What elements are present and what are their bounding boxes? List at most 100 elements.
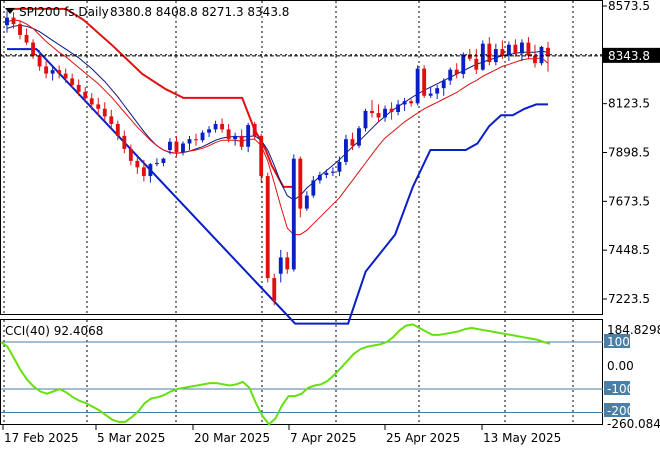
cci-tick-label: -260.0844 bbox=[607, 417, 660, 431]
candle-body bbox=[161, 158, 166, 164]
candle-body bbox=[187, 139, 192, 144]
candle-body bbox=[141, 167, 146, 177]
candle-body bbox=[50, 70, 55, 74]
candle-body bbox=[324, 172, 329, 175]
candle-body bbox=[220, 123, 225, 130]
candle-body bbox=[265, 176, 270, 279]
candle-body bbox=[539, 46, 544, 64]
trailing-stop-bear-line bbox=[7, 7, 296, 188]
candle-body bbox=[454, 69, 459, 75]
candle-body bbox=[396, 104, 401, 113]
candle-body bbox=[467, 54, 472, 59]
cci-line bbox=[0, 323, 551, 426]
triangle-down-icon bbox=[5, 8, 15, 14]
trailing-stop-bull-line bbox=[7, 48, 548, 325]
chart-title: SPI200 fs,Daily bbox=[19, 5, 109, 19]
price-tick-label: 8123.5 bbox=[608, 97, 650, 111]
candle-body bbox=[513, 44, 518, 54]
candle-body bbox=[519, 42, 524, 54]
x-tick-label: 20 Mar 2025 bbox=[194, 431, 270, 445]
candle-body bbox=[11, 17, 16, 25]
cci-panel-frame bbox=[0, 319, 603, 425]
cci-tick-label: -200 bbox=[607, 404, 634, 418]
candle-body bbox=[344, 139, 348, 162]
candle-body bbox=[168, 141, 172, 151]
candle-body bbox=[533, 55, 537, 64]
candle-body bbox=[317, 174, 322, 181]
candle-body bbox=[31, 42, 36, 56]
price-tick-label: 7223.5 bbox=[608, 292, 650, 306]
candle-body bbox=[174, 141, 179, 153]
candle-body bbox=[330, 171, 335, 173]
cci-line-group bbox=[0, 323, 551, 426]
candle-body bbox=[226, 129, 231, 140]
price-tick-label: 7898.5 bbox=[608, 146, 650, 160]
candle-body bbox=[24, 34, 29, 43]
candle-body bbox=[239, 135, 244, 147]
price-tick-label: 7448.5 bbox=[608, 243, 650, 257]
candle-body bbox=[480, 43, 485, 70]
last-price-box bbox=[603, 47, 660, 63]
candle-body bbox=[135, 160, 140, 168]
x-tick-label: 25 Apr 2025 bbox=[386, 431, 460, 445]
cci-level-lines bbox=[1, 341, 603, 413]
candle-body bbox=[363, 110, 368, 129]
cci-tick-label: 184.8298 bbox=[607, 323, 660, 337]
candle-body bbox=[252, 123, 257, 136]
candle-body bbox=[500, 49, 505, 56]
candles bbox=[5, 11, 550, 306]
candle-body bbox=[213, 123, 218, 130]
candle-body bbox=[474, 58, 479, 70]
price-tick-label: 7673.5 bbox=[608, 194, 650, 208]
candle-body bbox=[441, 80, 446, 89]
candle-body bbox=[148, 164, 153, 177]
candle-body bbox=[402, 101, 407, 105]
candle-body bbox=[311, 180, 316, 196]
candle-body bbox=[415, 68, 420, 104]
candle-body bbox=[128, 148, 133, 161]
candle-body bbox=[246, 125, 251, 147]
candle-body bbox=[278, 257, 283, 274]
candle-body bbox=[370, 110, 374, 114]
candle-body bbox=[291, 158, 296, 270]
cci-tick-label: 0.00 bbox=[607, 359, 634, 373]
candle-body bbox=[194, 139, 198, 141]
candle-body bbox=[448, 69, 453, 81]
candle-body bbox=[422, 68, 427, 96]
candle-body bbox=[506, 44, 511, 56]
x-tick-label: 13 May 2025 bbox=[483, 431, 561, 445]
candle-body bbox=[409, 101, 414, 104]
ma-slow-line bbox=[6, 24, 549, 201]
cci-tick-box bbox=[604, 381, 630, 395]
moving-average-lines bbox=[6, 19, 549, 236]
x-axis: 17 Feb 2025 5 Mar 2025 20 Mar 2025 7 Apr 20… bbox=[2, 425, 561, 445]
price-panel-frame bbox=[0, 0, 603, 315]
x-tick-label: 17 Feb 2025 bbox=[4, 431, 79, 445]
candle-body bbox=[357, 128, 361, 146]
price-tick-label: 8573.5 bbox=[608, 0, 650, 13]
candle-body bbox=[89, 98, 94, 105]
candle-body bbox=[154, 163, 159, 165]
trailing-stop-lines bbox=[7, 7, 548, 325]
candle-body bbox=[44, 66, 49, 74]
candle-body bbox=[304, 195, 309, 209]
candle-body bbox=[96, 104, 101, 109]
ohlc-readout: 8380.8 8408.8 8271.3 8343.8 bbox=[110, 5, 289, 19]
candle-body bbox=[181, 143, 185, 153]
vertical-gridlines bbox=[0, 1, 603, 424]
cci-tick-label: -100 bbox=[607, 382, 634, 396]
cci-tick-box bbox=[604, 403, 630, 417]
candle-body bbox=[376, 113, 381, 118]
candle-body bbox=[57, 70, 62, 74]
candle-body bbox=[102, 108, 107, 117]
x-tick-label: 5 Mar 2025 bbox=[97, 431, 165, 445]
candle-body bbox=[37, 55, 42, 67]
candle-body bbox=[18, 24, 22, 35]
candle-body bbox=[298, 158, 303, 209]
cci-title: CCI(40) 92.4068 bbox=[5, 324, 103, 338]
candle-body bbox=[63, 73, 68, 79]
candle-body bbox=[259, 135, 264, 177]
candle-body bbox=[5, 17, 9, 26]
